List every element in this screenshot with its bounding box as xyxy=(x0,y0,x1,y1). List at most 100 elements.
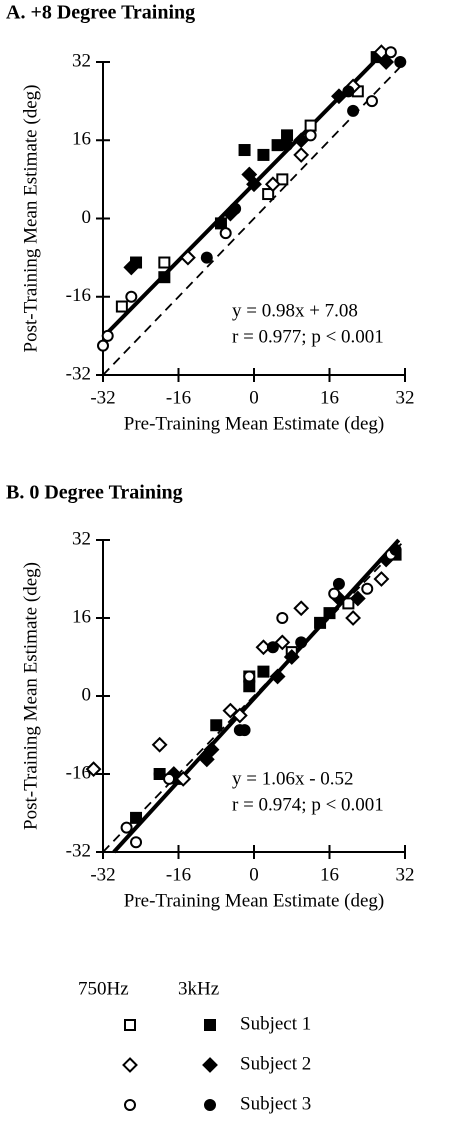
marker xyxy=(257,148,270,161)
chart-title: B. 0 Degree Training xyxy=(6,482,183,504)
y-axis-label: Post-Training Mean Estimate (deg) xyxy=(20,85,41,353)
marker xyxy=(332,577,345,590)
marker xyxy=(347,104,360,117)
y-tick-label: 0 xyxy=(82,207,92,228)
marker xyxy=(122,1057,138,1073)
marker xyxy=(219,227,232,240)
marker xyxy=(342,85,355,98)
fit-line xyxy=(101,60,376,339)
y-tick-label: 0 xyxy=(82,684,92,705)
marker xyxy=(349,590,366,607)
y-tick-label: 32 xyxy=(72,50,91,71)
x-tick-label: 16 xyxy=(320,387,339,408)
x-tick-label: 0 xyxy=(249,864,259,885)
marker xyxy=(243,670,256,683)
marker xyxy=(361,582,374,595)
x-tick-label: 16 xyxy=(320,864,339,885)
x-tick-label: -16 xyxy=(166,387,191,408)
marker xyxy=(257,665,270,678)
marker xyxy=(124,1099,136,1111)
marker xyxy=(293,600,310,617)
legend-label: Subject 2 xyxy=(240,1053,311,1074)
marker xyxy=(97,339,109,352)
marker xyxy=(342,597,355,610)
marker xyxy=(115,300,128,313)
x-tick-label: -32 xyxy=(90,387,115,408)
marker xyxy=(283,649,300,665)
y-tick-label: -16 xyxy=(66,762,91,783)
x-tick-label: 0 xyxy=(249,387,259,408)
marker xyxy=(214,217,227,230)
legend-label: Subject 1 xyxy=(240,1013,311,1034)
y-tick-label: 32 xyxy=(72,528,91,549)
y-tick-label: 16 xyxy=(72,129,91,150)
marker xyxy=(394,56,407,68)
marker xyxy=(158,271,171,284)
marker xyxy=(101,329,114,342)
marker xyxy=(130,836,143,849)
marker xyxy=(304,119,317,132)
annotation: y = 1.06x - 0.52 xyxy=(232,768,354,789)
marker xyxy=(241,166,258,183)
marker xyxy=(238,144,251,157)
marker xyxy=(198,751,215,768)
y-tick-label: -16 xyxy=(66,285,91,306)
marker xyxy=(281,139,294,152)
x-axis-label: Pre-Training Mean Estimate (deg) xyxy=(124,890,385,911)
marker xyxy=(314,616,327,629)
marker xyxy=(203,741,220,758)
marker xyxy=(163,772,176,785)
marker xyxy=(231,707,248,724)
marker xyxy=(266,641,279,654)
legend-label: Subject 3 xyxy=(240,1093,311,1114)
marker xyxy=(389,543,402,556)
marker xyxy=(293,147,310,163)
marker xyxy=(246,176,262,193)
marker xyxy=(125,290,138,303)
marker xyxy=(276,173,289,186)
marker xyxy=(304,129,317,142)
marker xyxy=(204,1099,216,1111)
legend-header: 750Hz xyxy=(78,978,129,999)
marker xyxy=(202,1057,218,1073)
marker xyxy=(124,1019,136,1031)
marker xyxy=(274,634,291,651)
x-tick-label: -32 xyxy=(90,864,115,885)
x-tick-label: 32 xyxy=(396,864,415,885)
marker xyxy=(276,612,289,624)
y-tick-label: -32 xyxy=(66,840,91,861)
marker xyxy=(238,724,251,737)
marker xyxy=(85,761,102,778)
marker xyxy=(384,46,397,59)
marker xyxy=(328,587,341,600)
marker xyxy=(153,768,166,780)
marker xyxy=(281,129,294,142)
chart-title: A. +8 Degree Training xyxy=(6,2,195,24)
marker xyxy=(158,256,171,269)
marker xyxy=(120,821,133,834)
annotation: y = 0.98x + 7.08 xyxy=(232,300,358,321)
marker xyxy=(123,259,140,276)
x-tick-label: -16 xyxy=(166,864,191,885)
marker xyxy=(151,736,168,753)
marker xyxy=(365,95,378,108)
marker xyxy=(180,249,196,266)
y-tick-label: 16 xyxy=(72,606,91,627)
marker xyxy=(345,610,362,626)
marker xyxy=(204,1019,216,1031)
marker xyxy=(210,719,223,732)
annotation: r = 0.974; p < 0.001 xyxy=(232,794,384,815)
marker xyxy=(373,571,390,587)
marker xyxy=(229,202,242,215)
marker xyxy=(269,668,286,685)
fit-line xyxy=(112,538,401,854)
x-tick-label: 32 xyxy=(396,387,415,408)
marker xyxy=(378,54,395,70)
legend-header: 3kHz xyxy=(178,978,219,999)
marker xyxy=(323,607,336,620)
y-axis-label: Post-Training Mean Estimate (deg) xyxy=(20,562,41,830)
marker xyxy=(243,680,256,693)
marker xyxy=(200,251,213,264)
y-tick-label: -32 xyxy=(66,363,91,384)
